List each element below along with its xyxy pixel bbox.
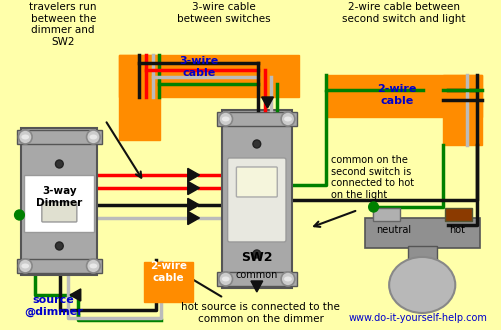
Text: 2-wire cable between
second switch and light: 2-wire cable between second switch and l…: [341, 2, 464, 24]
Bar: [442, 75, 480, 145]
Circle shape: [86, 130, 100, 144]
Ellipse shape: [89, 263, 97, 269]
Circle shape: [19, 130, 32, 144]
Ellipse shape: [284, 116, 291, 121]
Bar: [17, 259, 102, 273]
Ellipse shape: [89, 135, 97, 140]
Bar: [118, 55, 298, 97]
Text: 2-wire
cable: 2-wire cable: [376, 84, 416, 106]
Text: SW2: SW2: [240, 251, 272, 264]
Text: common: common: [235, 270, 278, 280]
Circle shape: [218, 112, 232, 126]
Circle shape: [19, 259, 32, 273]
Ellipse shape: [221, 277, 229, 281]
Ellipse shape: [284, 277, 291, 281]
Bar: [364, 218, 478, 248]
Text: 3-wire cable
between switches: 3-wire cable between switches: [176, 2, 270, 24]
Circle shape: [86, 259, 100, 273]
Bar: [372, 208, 399, 221]
Polygon shape: [187, 168, 199, 182]
FancyBboxPatch shape: [227, 158, 286, 242]
FancyBboxPatch shape: [221, 110, 291, 288]
Circle shape: [253, 250, 260, 258]
FancyBboxPatch shape: [236, 167, 277, 197]
Circle shape: [55, 160, 63, 168]
Circle shape: [15, 210, 24, 220]
Polygon shape: [250, 281, 262, 292]
FancyBboxPatch shape: [22, 128, 97, 275]
Text: common on the
second switch is
connected to hot
on the light: common on the second switch is connected…: [330, 155, 413, 200]
Ellipse shape: [22, 135, 29, 140]
Circle shape: [281, 272, 294, 286]
Circle shape: [253, 140, 260, 148]
Text: travelers run
between the
dimmer and
SW2: travelers run between the dimmer and SW2: [30, 2, 97, 47]
Text: 2-wire
cable: 2-wire cable: [149, 261, 186, 283]
Ellipse shape: [388, 257, 454, 313]
Circle shape: [55, 242, 63, 250]
Bar: [216, 272, 296, 286]
Bar: [325, 75, 480, 117]
Text: hot: hot: [448, 225, 464, 235]
Bar: [407, 246, 436, 260]
Bar: [144, 262, 192, 302]
Text: www.do-it-yourself-help.com: www.do-it-yourself-help.com: [348, 313, 487, 323]
Circle shape: [218, 272, 232, 286]
Circle shape: [281, 112, 294, 126]
Polygon shape: [261, 97, 273, 108]
Polygon shape: [187, 212, 199, 225]
Polygon shape: [187, 182, 199, 195]
FancyBboxPatch shape: [42, 202, 77, 222]
Bar: [118, 55, 159, 140]
Bar: [444, 208, 471, 221]
Text: 3-wire
cable: 3-wire cable: [179, 56, 218, 78]
Text: source
@dimmer: source @dimmer: [24, 295, 83, 317]
Polygon shape: [70, 289, 81, 301]
Text: 3-way
Dimmer: 3-way Dimmer: [36, 186, 82, 208]
Ellipse shape: [22, 263, 29, 269]
Text: hot source is connected to the
common on the dimmer: hot source is connected to the common on…: [181, 302, 340, 323]
Circle shape: [368, 202, 378, 212]
Bar: [17, 130, 102, 144]
Bar: [216, 112, 296, 126]
FancyBboxPatch shape: [24, 175, 94, 232]
Ellipse shape: [221, 116, 229, 121]
Polygon shape: [187, 198, 199, 212]
Text: neutral: neutral: [376, 225, 411, 235]
